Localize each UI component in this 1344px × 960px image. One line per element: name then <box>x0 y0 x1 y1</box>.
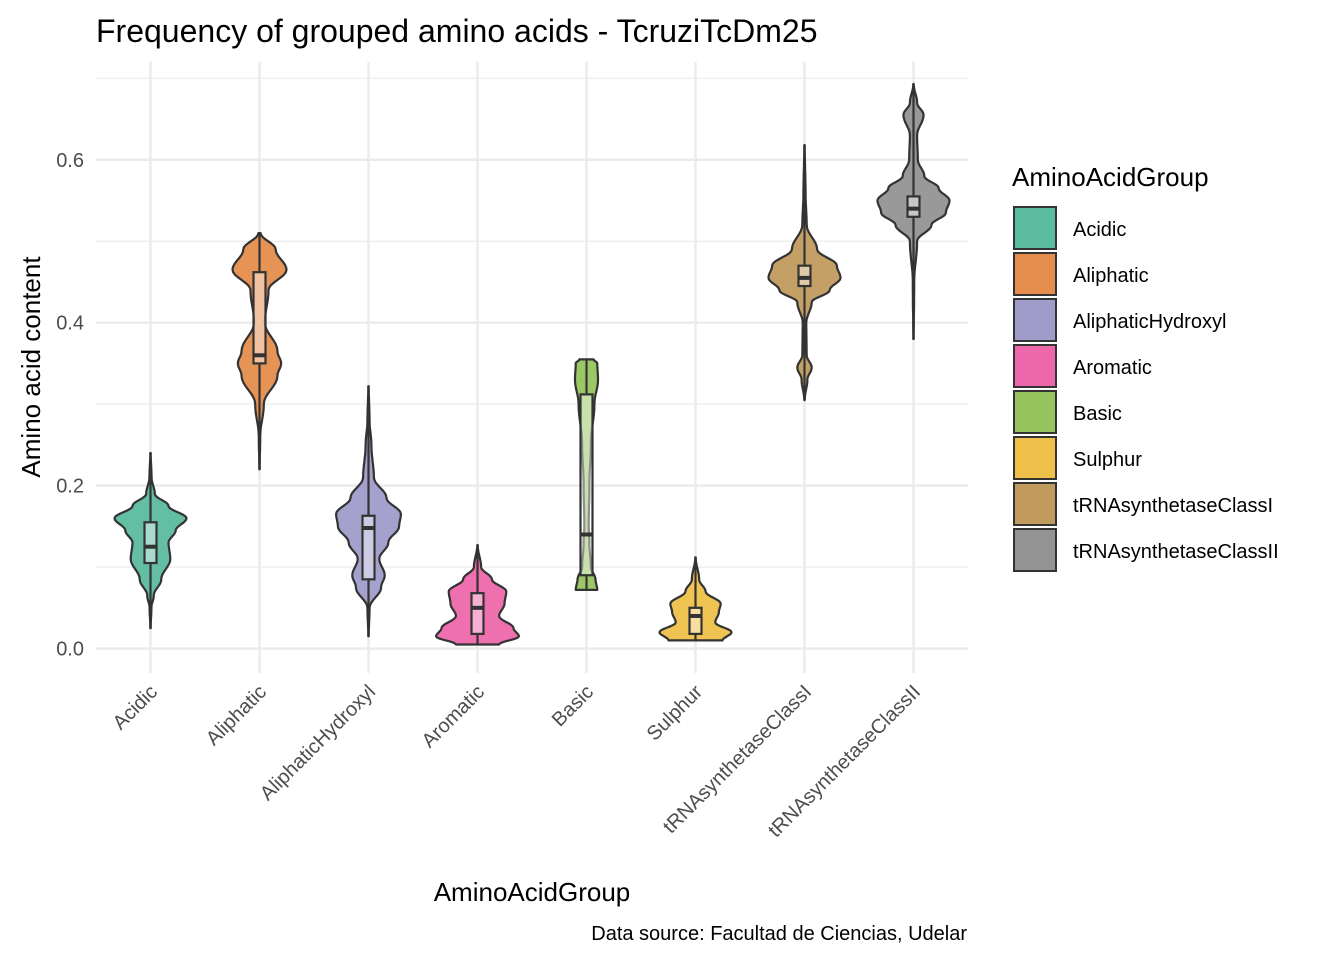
legend-swatch <box>1013 528 1057 572</box>
violin-body <box>113 451 188 630</box>
box <box>797 264 812 288</box>
y-axis: 0.0 0.2 0.4 0.6 <box>56 150 84 661</box>
chart-title: Frequency of grouped amino acids - Tcruz… <box>96 13 818 49</box>
legend-swatch <box>1013 252 1057 296</box>
plot-panel <box>96 62 968 673</box>
legend-label: Acidic <box>1073 219 1126 241</box>
box <box>252 271 267 365</box>
legend-swatch <box>1013 390 1057 434</box>
y-axis-title: Amino acid content <box>16 256 46 478</box>
violin-group <box>113 451 188 630</box>
legend-swatch <box>1013 436 1057 480</box>
legend-item: tRNAsynthetaseClassI <box>1013 482 1273 526</box>
x-tick-label: Basic <box>548 681 598 731</box>
box <box>361 514 376 581</box>
legend-swatch <box>1013 482 1057 526</box>
x-tick-label: Aliphatic <box>202 681 271 750</box>
legend-label: Sulphur <box>1073 449 1142 471</box>
violin-group <box>658 556 733 642</box>
y-tick-label: 0.6 <box>56 150 84 172</box>
x-tick-label: AliphaticHydroxyl <box>256 681 380 805</box>
violin-group <box>435 544 520 646</box>
legend-label: Basic <box>1073 403 1122 425</box>
legend-item: Acidic <box>1013 206 1126 250</box>
violin-group <box>231 232 288 471</box>
legend-item: Basic <box>1013 390 1122 434</box>
x-axis-title: AminoAcidGroup <box>434 877 631 907</box>
legend-swatch <box>1013 298 1057 342</box>
legend-items: Acidic Aliphatic AliphaticHydroxyl Aromatic… <box>1013 206 1279 572</box>
y-tick-label: 0.4 <box>56 313 84 335</box>
legend-item: Aliphatic <box>1013 252 1149 296</box>
legend-title: AminoAcidGroup <box>1012 162 1209 192</box>
box <box>579 393 594 577</box>
violin-group <box>573 358 600 591</box>
legend-label: tRNAsynthetaseClassI <box>1073 495 1273 517</box>
chart-caption: Data source: Facultad de Ciencias, Udela… <box>591 923 967 945</box>
legend: AminoAcidGroup Acidic Aliphatic AliphaticH… <box>1012 162 1279 572</box>
x-tick-label: Aromatic <box>418 681 489 752</box>
x-tick-label: Sulphur <box>643 681 708 746</box>
box <box>470 592 485 635</box>
legend-label: tRNAsynthetaseClassII <box>1073 541 1279 563</box>
y-tick-label: 0.0 <box>56 639 84 661</box>
legend-item: Sulphur <box>1013 436 1142 480</box>
violin-group <box>767 144 842 402</box>
legend-label: Aromatic <box>1073 357 1152 379</box>
grid-lines <box>96 62 968 673</box>
y-tick-label: 0.2 <box>56 476 84 498</box>
box <box>906 195 921 218</box>
legend-item: tRNAsynthetaseClassII <box>1013 528 1279 572</box>
legend-item: Aromatic <box>1013 344 1152 388</box>
violin-group <box>335 385 402 638</box>
box <box>688 606 703 635</box>
box <box>143 521 158 565</box>
x-tick-label: Acidic <box>109 681 162 734</box>
legend-item: AliphaticHydroxyl <box>1013 298 1226 342</box>
violins <box>113 82 951 646</box>
legend-swatch <box>1013 206 1057 250</box>
legend-label: AliphaticHydroxyl <box>1073 311 1226 333</box>
legend-swatch <box>1013 344 1057 388</box>
violin-group <box>876 82 951 341</box>
legend-label: Aliphatic <box>1073 265 1149 287</box>
